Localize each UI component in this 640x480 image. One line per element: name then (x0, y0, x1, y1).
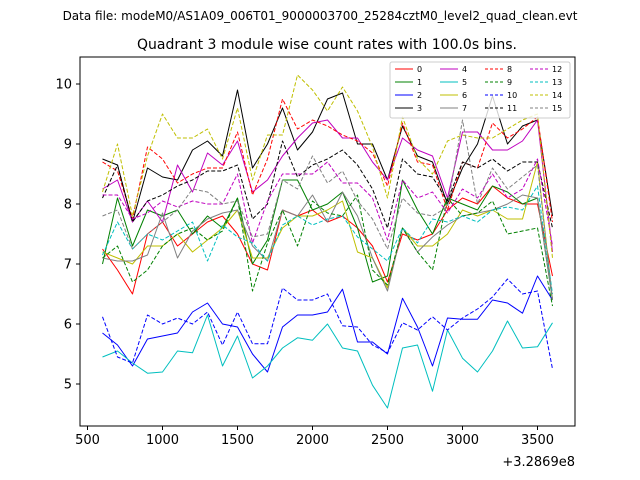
y-tick-label: 8 (64, 198, 72, 213)
y-tick-label: 7 (64, 258, 72, 273)
x-tick-label: 3000 (446, 433, 479, 448)
legend-label: 15 (552, 104, 562, 113)
y-tick-label: 6 (64, 318, 72, 333)
legend-label: 0 (417, 65, 422, 74)
legend-label: 5 (462, 78, 467, 87)
legend-label: 3 (417, 104, 422, 113)
series-line-6 (102, 161, 553, 301)
x-tick-label: 1500 (221, 433, 254, 448)
series-line-3 (102, 89, 553, 223)
y-tick-label: 5 (64, 378, 72, 393)
series-line-2 (102, 275, 553, 373)
series-layer (102, 74, 553, 409)
x-tick-label: 1000 (146, 433, 179, 448)
legend-label: 7 (462, 104, 467, 113)
legend-label: 11 (507, 104, 517, 113)
data-file-caption: Data file: modeM0/AS1A09_006T01_90000037… (63, 9, 578, 23)
series-line-9 (102, 194, 553, 307)
series-line-14 (102, 74, 553, 259)
x-offset-label: +3.2869e8 (502, 455, 575, 470)
legend-label: 12 (552, 65, 562, 74)
series-line-13 (102, 185, 553, 295)
legend-label: 14 (552, 91, 562, 100)
series-line-12 (102, 158, 553, 247)
series-line-11 (102, 140, 553, 229)
x-tick-label: 3500 (521, 433, 554, 448)
chart-title: Quadrant 3 module wise count rates with … (137, 37, 517, 53)
series-line-8 (102, 98, 553, 223)
legend-box (389, 61, 571, 119)
legend-label: 6 (462, 91, 467, 100)
legend-label: 13 (552, 78, 562, 87)
series-line-15 (102, 119, 553, 301)
y-tick-label: 10 (55, 78, 72, 93)
series-line-7 (102, 191, 553, 301)
series-line-5 (102, 314, 553, 409)
plot-frame (79, 56, 576, 427)
legend-label: 1 (417, 78, 422, 87)
legend-label: 10 (507, 91, 517, 100)
legend-label: 9 (507, 78, 512, 87)
legend-label: 8 (507, 65, 512, 74)
legend-label: 2 (417, 91, 422, 100)
x-tick-label: 2000 (296, 433, 329, 448)
y-tick-label: 9 (64, 138, 72, 153)
x-tick-label: 2500 (371, 433, 404, 448)
series-line-10 (102, 278, 553, 370)
series-line-4 (102, 119, 553, 253)
x-tick-label: 500 (75, 433, 100, 448)
legend-label: 4 (462, 65, 467, 74)
axes-layer: 500 1000 1500 2000 2500 3000 3500 5 6 7 8 9 10 (55, 78, 554, 449)
